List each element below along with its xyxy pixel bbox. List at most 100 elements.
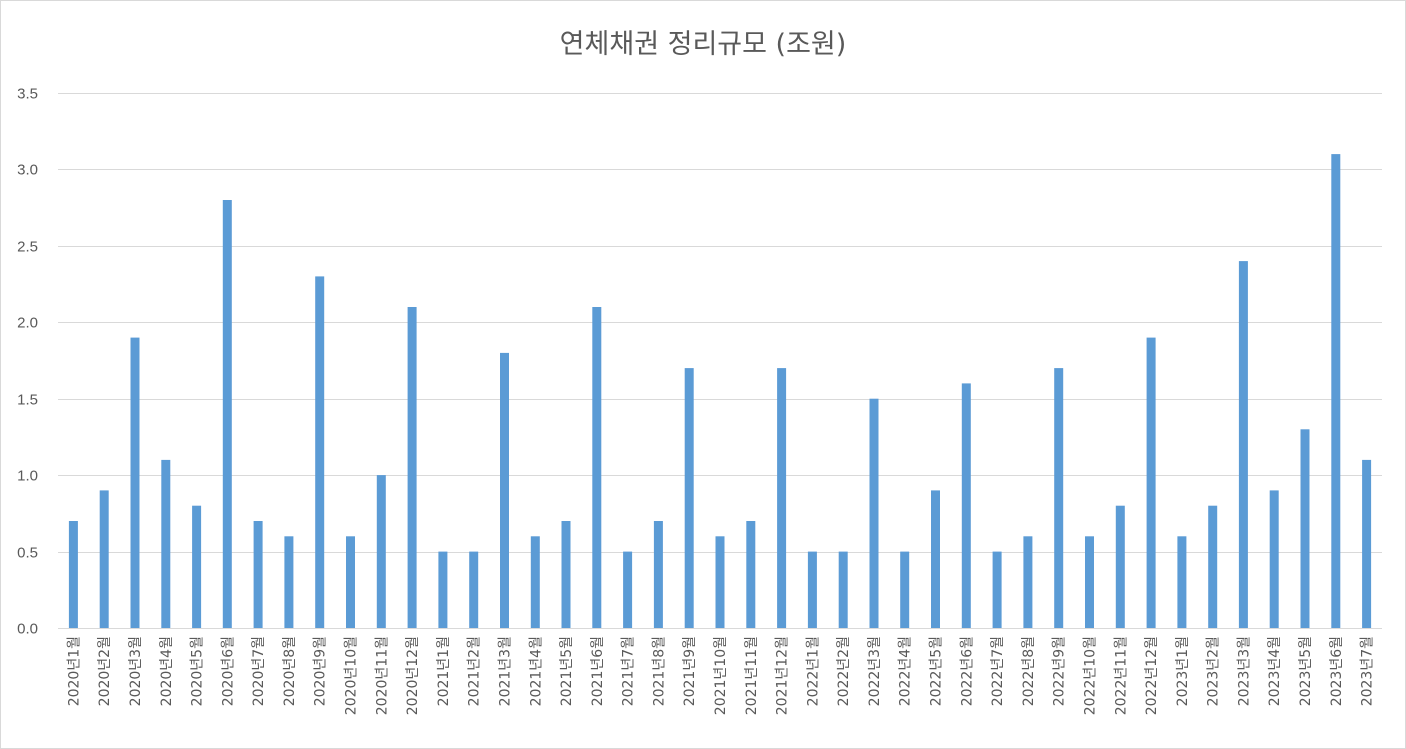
x-tick-label: 2022년7월 [990, 636, 1006, 706]
x-tick-label: 2021년12월 [775, 636, 791, 715]
bar [900, 551, 910, 628]
x-tick-label: 2022년2월 [836, 636, 852, 706]
x-axis-ticks: 2020년1월 2020년2월 2020년3월 2020년4월 2020년5월 2020년… [66, 636, 1375, 715]
y-tick-label: 2.0 [17, 315, 38, 332]
chart-title: 연체채권 정리규모 (조원) [559, 29, 847, 60]
bar [500, 352, 509, 628]
gridlines [58, 93, 1382, 629]
bar [1054, 368, 1064, 628]
x-tick-label: 2023년2월 [1206, 636, 1222, 706]
x-tick-label: 2020년1월 [66, 636, 82, 706]
bar [1023, 536, 1033, 628]
bar [315, 276, 325, 628]
bar [407, 307, 417, 628]
x-tick-label: 2023년6월 [1329, 636, 1345, 706]
bar [684, 368, 694, 628]
bar [992, 551, 1002, 628]
y-tick-label: 0.5 [17, 545, 38, 562]
bar [284, 536, 294, 628]
bar [469, 551, 479, 628]
bar [838, 551, 848, 628]
x-tick-label: 2021년5월 [559, 636, 575, 706]
x-tick-label: 2023년3월 [1236, 636, 1252, 706]
x-tick-label: 2022년6월 [959, 636, 975, 706]
x-tick-label: 2022년3월 [867, 636, 883, 706]
bar [592, 307, 602, 628]
bar [99, 490, 109, 628]
y-tick-label: 2.5 [17, 239, 38, 256]
x-tick-label: 2021년10월 [713, 636, 729, 715]
x-tick-label: 2023년7월 [1360, 636, 1376, 706]
y-tick-label: 3.5 [17, 86, 38, 103]
bars [68, 154, 1372, 628]
x-tick-label: 2020년12월 [405, 636, 421, 715]
bar [653, 521, 663, 628]
bar [1238, 261, 1248, 628]
x-tick-label: 2020년11월 [374, 636, 390, 715]
bar [777, 368, 787, 628]
x-tick-label: 2022년8월 [1021, 636, 1037, 706]
x-tick-label: 2021년8월 [651, 636, 667, 706]
x-tick-label: 2020년6월 [220, 636, 236, 706]
x-tick-label: 2022년9월 [1052, 636, 1068, 706]
x-tick-label: 2021년1월 [436, 636, 452, 706]
x-tick-label: 2020년2월 [97, 636, 113, 706]
x-tick-label: 2021년3월 [498, 636, 514, 706]
y-tick-label: 1.5 [17, 392, 38, 409]
bar [161, 459, 171, 628]
bar [1115, 505, 1125, 628]
y-axis-ticks: 0.0 0.5 1.0 1.5 2.0 2.5 3.0 3.5 [17, 86, 38, 638]
bar [192, 505, 202, 628]
x-tick-label: 2022년11월 [1113, 636, 1129, 715]
bar [807, 551, 817, 628]
x-tick-label: 2021년4월 [528, 636, 544, 706]
x-tick-label: 2021년6월 [590, 636, 606, 706]
bar [346, 536, 355, 628]
bar [1146, 337, 1156, 628]
y-tick-label: 0.0 [17, 621, 38, 638]
bar [746, 521, 756, 628]
bar [1269, 490, 1279, 628]
bar [1300, 429, 1310, 628]
bar [869, 398, 879, 628]
y-tick-label: 3.0 [17, 162, 38, 179]
x-tick-label: 2020년7월 [251, 636, 267, 706]
x-tick-label: 2023년1월 [1175, 636, 1191, 706]
bar [1362, 459, 1372, 628]
bar [68, 521, 78, 628]
x-tick-label: 2020년8월 [282, 636, 298, 706]
x-tick-label: 2023년4월 [1267, 636, 1283, 706]
x-tick-label: 2021년11월 [744, 636, 760, 715]
bar [623, 551, 633, 628]
bar [530, 536, 540, 628]
x-tick-label: 2022년5월 [929, 636, 945, 706]
y-tick-label: 1.0 [17, 468, 38, 485]
bar [130, 337, 140, 628]
x-tick-label: 2022년12월 [1144, 636, 1160, 715]
x-tick-label: 2020년3월 [128, 636, 144, 706]
x-tick-label: 2022년1월 [805, 636, 821, 706]
x-tick-label: 2021년2월 [467, 636, 483, 706]
bar [376, 475, 386, 628]
x-tick-label: 2022년4월 [898, 636, 914, 706]
x-tick-label: 2020년5월 [190, 636, 206, 706]
bar [961, 383, 971, 628]
bar [561, 521, 571, 628]
bar [1177, 536, 1187, 628]
bar [1085, 536, 1094, 628]
bar [253, 521, 263, 628]
bar [1331, 154, 1341, 628]
x-tick-label: 2022년10월 [1083, 636, 1099, 715]
bar [715, 536, 725, 628]
bar [438, 551, 448, 628]
bar [1208, 505, 1218, 628]
x-tick-label: 2021년7월 [621, 636, 637, 706]
x-tick-label: 2021년9월 [682, 636, 698, 706]
bar [931, 490, 940, 628]
x-tick-label: 2023년5월 [1298, 636, 1314, 706]
x-tick-label: 2020년9월 [313, 636, 329, 706]
x-tick-label: 2020년4월 [159, 636, 175, 706]
x-tick-label: 2020년10월 [344, 636, 360, 715]
